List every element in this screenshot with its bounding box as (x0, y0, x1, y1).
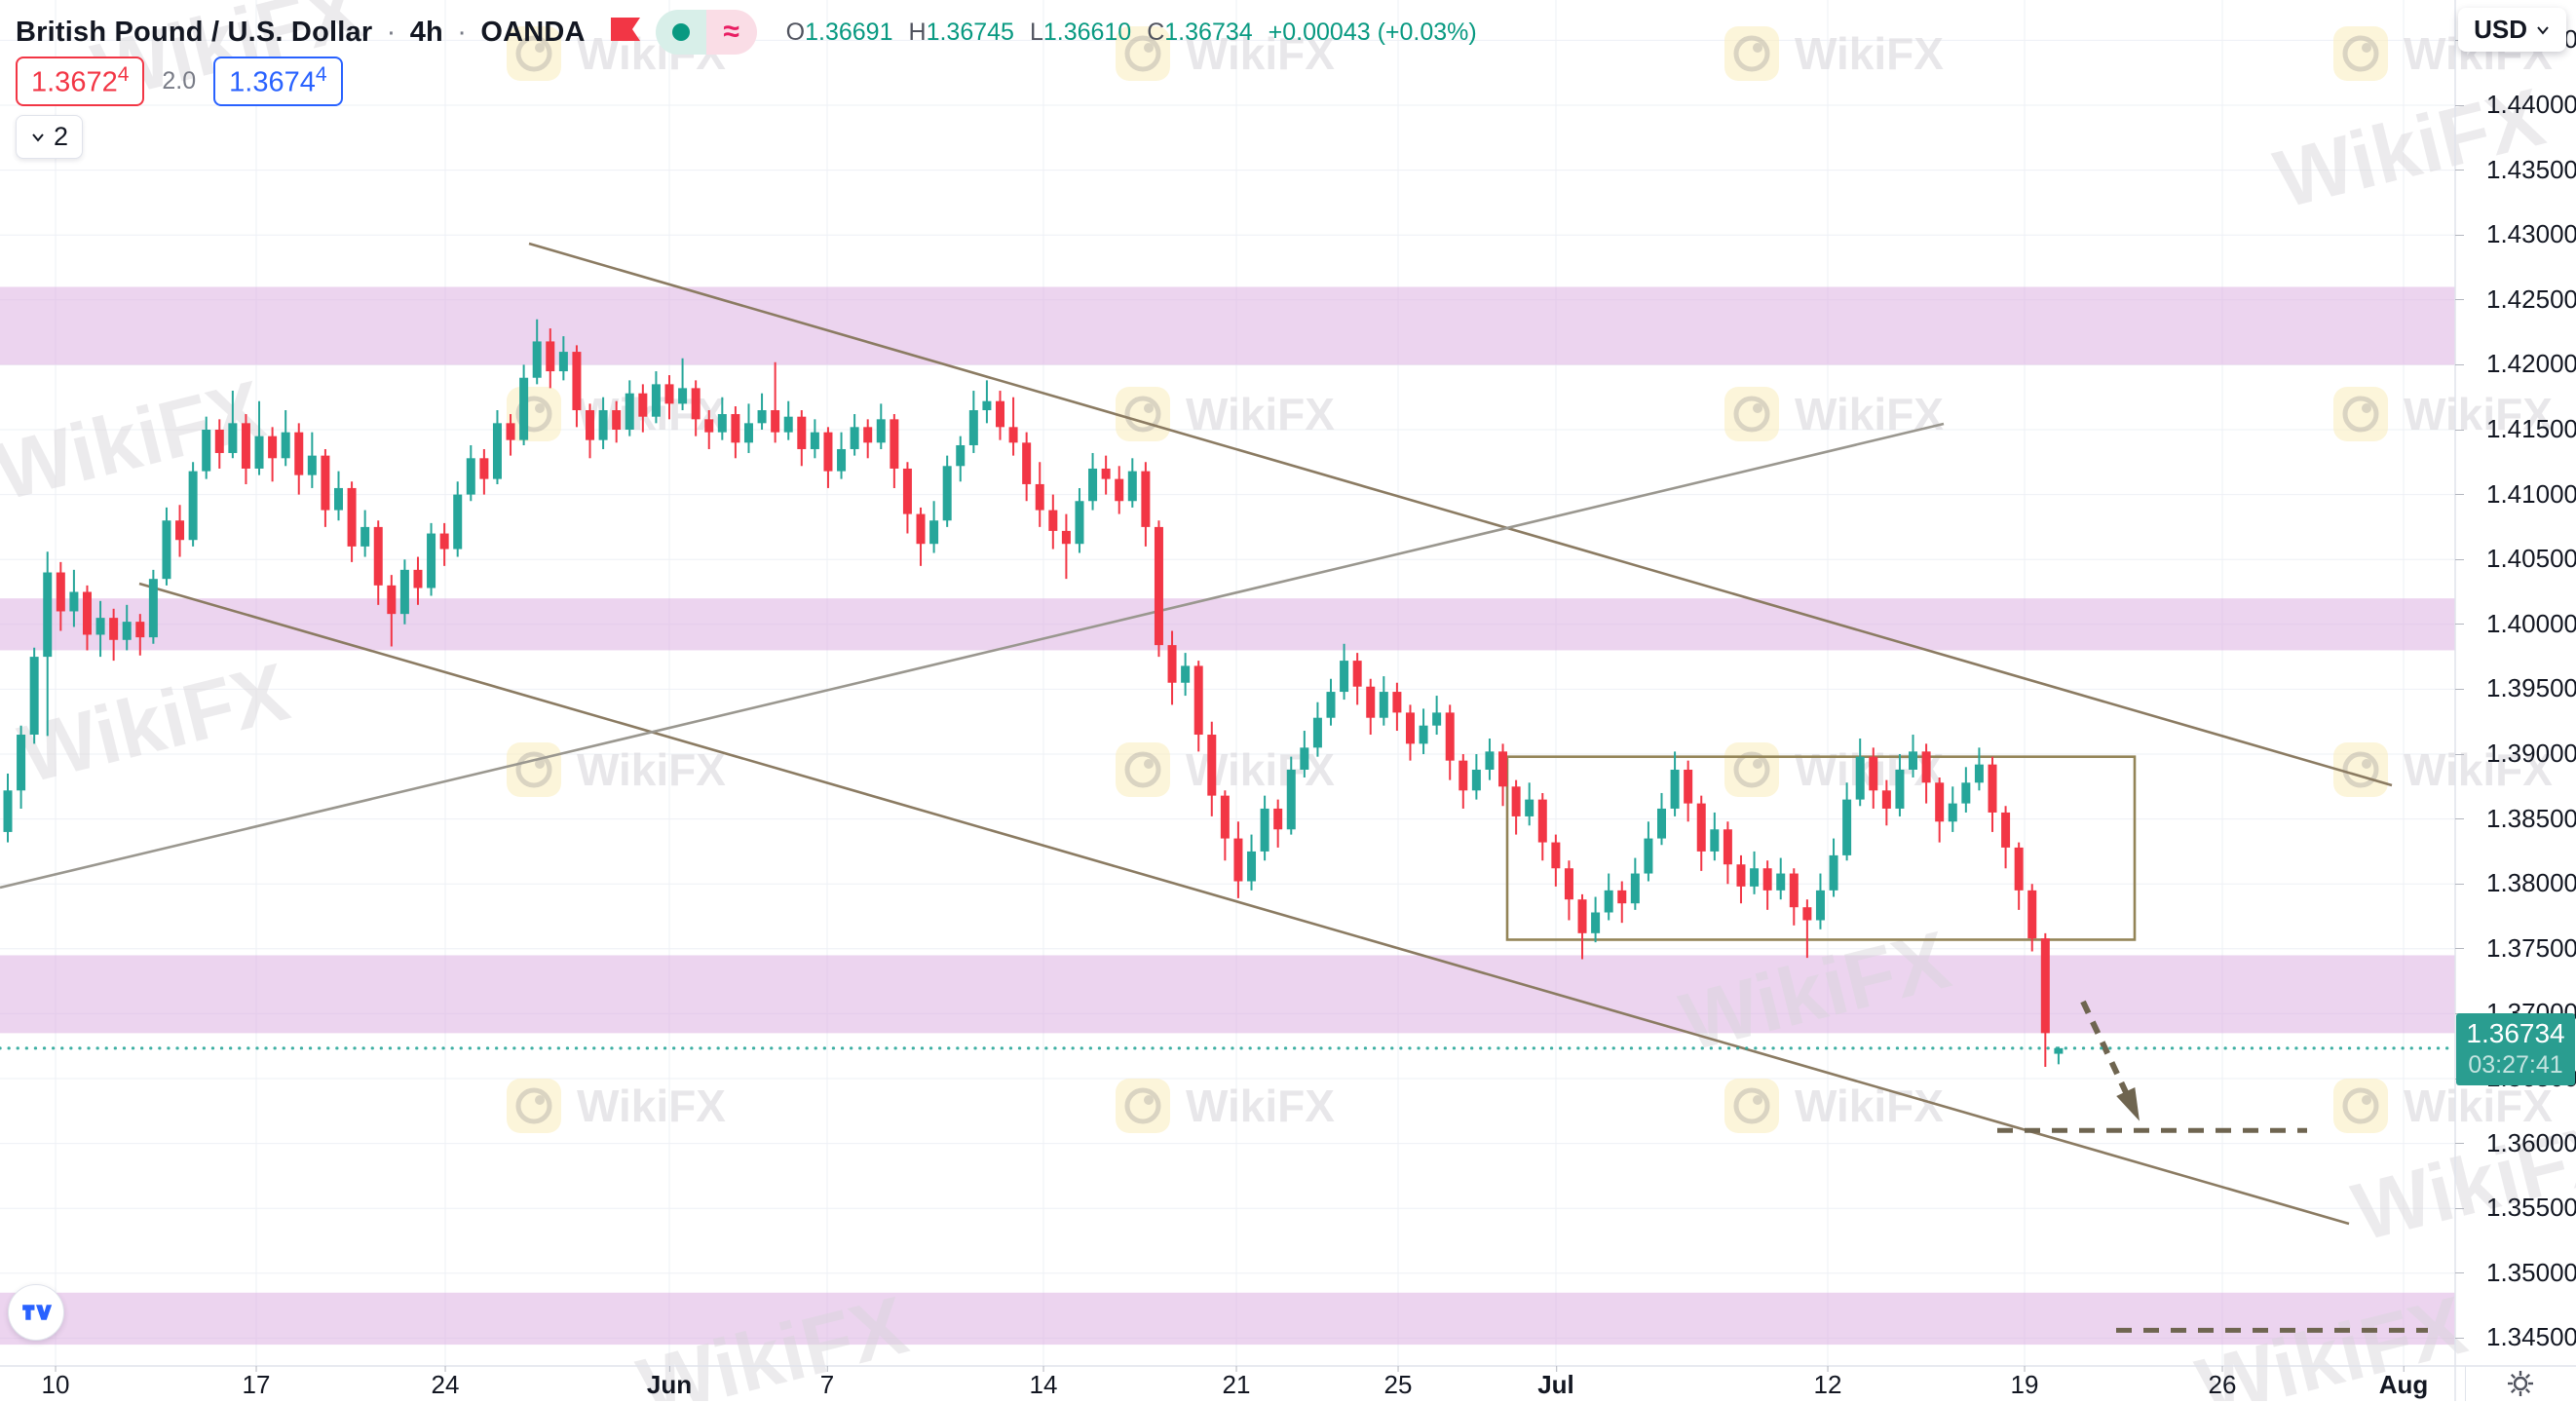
price-axis-label: 1.38500 (2455, 804, 2576, 834)
price-axis-label: 1.43000 (2455, 219, 2576, 249)
price-axis[interactable]: 1.445001.440001.435001.430001.425001.420… (2455, 0, 2576, 1366)
wikifx-tile-watermark: WikiFX (1724, 26, 1944, 81)
change-value: +0.00043 (+0.03%) (1268, 18, 1477, 46)
svg-text:WikiFX: WikiFX (2404, 744, 2553, 795)
time-axis-label: 10 (41, 1366, 70, 1399)
supply-demand-zones (0, 286, 2455, 1346)
currency-dropdown[interactable]: USD (2458, 8, 2566, 52)
descending-support (138, 582, 2350, 1226)
symbol-name: British Pound / U.S. Dollar (16, 16, 373, 48)
low-value: 1.36610 (1042, 18, 1132, 46)
svg-text:WikiFX: WikiFX (1795, 28, 1944, 79)
svg-text:WikiFX: WikiFX (577, 744, 726, 795)
time-axis-label: 21 (1222, 1366, 1251, 1399)
svg-text:WikiFX: WikiFX (1795, 389, 1944, 439)
price-axis-label: 1.43500 (2455, 155, 2576, 185)
exchange-label: OANDA (480, 16, 586, 48)
open-value: 1.36691 (805, 18, 893, 46)
projection-layer (1997, 1000, 2428, 1333)
wikifx-tile-watermark: WikiFX (1724, 387, 1944, 441)
market-open-dot-icon (655, 10, 706, 55)
price-axis-label: 1.38000 (2455, 868, 2576, 898)
price-axis-label: 1.39000 (2455, 739, 2576, 769)
current-price-value: 1.36734 (2466, 1017, 2565, 1048)
price-axis-label: 1.42000 (2455, 349, 2576, 379)
svg-text:WikiFX: WikiFX (2404, 1081, 2553, 1131)
svg-text:WikiFX: WikiFX (1186, 1081, 1335, 1131)
close-value: 1.36734 (1164, 18, 1253, 46)
wikifx-tile-watermark: WikiFX (2333, 387, 2553, 441)
svg-text:WikiFX: WikiFX (1186, 389, 1335, 439)
svg-text:WikiFX: WikiFX (1186, 28, 1335, 79)
wikifx-tile-watermark: WikiFX (2333, 742, 2553, 797)
gear-icon[interactable] (2506, 1369, 2535, 1403)
time-axis-label: 26 (2208, 1366, 2237, 1399)
wikifx-tile-watermark: WikiFX (1116, 26, 1335, 81)
price-axis-label: 1.41000 (2455, 479, 2576, 510)
collapse-count: 2 (54, 122, 69, 151)
ask-price-button[interactable]: 1.36744 (213, 57, 343, 106)
collapse-indicators-button[interactable]: 2 (16, 115, 84, 159)
time-axis-label: 24 (431, 1366, 460, 1399)
time-axis-label: 7 (819, 1366, 835, 1399)
time-axis-label: 19 (2010, 1366, 2039, 1399)
chart-header: British Pound / U.S. Dollar · 4h · OANDA… (16, 10, 1477, 55)
time-axis-label: 17 (242, 1366, 271, 1399)
tradingview-logo-icon[interactable] (8, 1284, 64, 1341)
price-axis-label: 1.34500 (2455, 1322, 2576, 1352)
price-axis-label: 1.44000 (2455, 90, 2576, 120)
axis-corner-divider (2465, 1366, 2466, 1401)
market-status-pill[interactable]: ≈ (655, 10, 757, 55)
price-axis-label: 1.41500 (2455, 414, 2576, 444)
quote-row: 1.36724 2.0 1.36744 (16, 57, 343, 106)
flag-icon[interactable] (609, 16, 642, 50)
wikifx-tile-watermark: WikiFX (1116, 387, 1335, 441)
svg-text:WikiFX: WikiFX (2404, 389, 2553, 439)
price-axis-label: 1.39500 (2455, 673, 2576, 703)
chevron-down-icon (2537, 25, 2549, 35)
time-axis-label: Jul (1537, 1366, 1574, 1399)
descending-resistance (528, 242, 2393, 787)
ohlc-values: O1.36691 H1.36745 L1.36610 C1.36734 +0.0… (785, 18, 1477, 46)
price-axis-label: 1.40000 (2455, 609, 2576, 639)
price-axis-label: 1.35000 (2455, 1258, 2576, 1288)
svg-text:WikiFX: WikiFX (1795, 1081, 1944, 1131)
wikifx-tile-watermark: WikiFX (507, 742, 726, 797)
time-axis-label: 14 (1029, 1366, 1058, 1399)
interval-label[interactable]: 4h (409, 16, 443, 48)
bar-countdown: 03:27:41 (2468, 1050, 2563, 1079)
spread-value: 2.0 (162, 66, 197, 95)
ascending-line (0, 422, 1945, 890)
consolidation-range-box (1505, 755, 2137, 941)
time-axis-label: Jun (646, 1366, 693, 1399)
time-axis[interactable]: 10 17 24 Jun 7 14 21 25 Jul 12 19 26 Aug (0, 1366, 2576, 1401)
currency-label: USD (2474, 15, 2527, 44)
time-axis-label: Aug (2378, 1366, 2429, 1399)
wikifx-tile-watermark: WikiFX (1724, 742, 1944, 797)
current-price-tag[interactable]: 1.36734 03:27:41 (2456, 1012, 2575, 1085)
price-axis-label: 1.35500 (2455, 1193, 2576, 1223)
svg-text:WikiFX: WikiFX (577, 1081, 726, 1131)
wikifx-tile-watermark: WikiFX (2333, 1079, 2553, 1133)
down-arrow-icon (2080, 1000, 2137, 1111)
bid-price-button[interactable]: 1.36724 (16, 57, 145, 106)
time-axis-label: 12 (1813, 1366, 1842, 1399)
wikifx-tile-watermark: WikiFX (1116, 1079, 1335, 1133)
wikifx-tile-watermark: WikiFX (1724, 1079, 1944, 1133)
chevron-down-icon (32, 133, 44, 142)
price-axis-label: 1.37500 (2455, 933, 2576, 964)
price-axis-label: 1.42500 (2455, 284, 2576, 315)
price-axis-label: 1.40500 (2455, 544, 2576, 574)
approx-price-icon: ≈ (705, 10, 757, 55)
price-axis-label: 1.36000 (2455, 1128, 2576, 1158)
symbol-title[interactable]: British Pound / U.S. Dollar · 4h · OANDA (16, 16, 586, 48)
drawings-layer (1505, 755, 2137, 941)
candles-layer (3, 319, 2064, 1068)
trendlines-layer (0, 242, 2393, 1226)
wikifx-tile-watermark: WikiFX (507, 1079, 726, 1133)
time-axis-label: 25 (1383, 1366, 1413, 1399)
high-value: 1.36745 (926, 18, 1014, 46)
